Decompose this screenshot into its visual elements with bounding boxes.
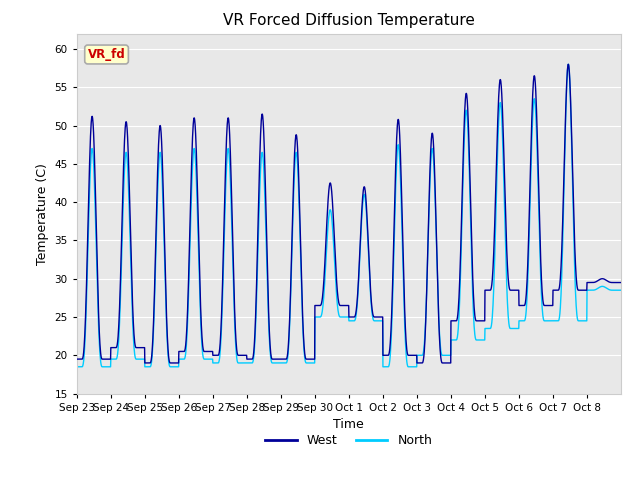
Y-axis label: Temperature (C): Temperature (C) <box>36 163 49 264</box>
Title: VR Forced Diffusion Temperature: VR Forced Diffusion Temperature <box>223 13 475 28</box>
Legend: West, North: West, North <box>260 429 437 452</box>
Text: VR_fd: VR_fd <box>88 48 125 61</box>
X-axis label: Time: Time <box>333 418 364 431</box>
